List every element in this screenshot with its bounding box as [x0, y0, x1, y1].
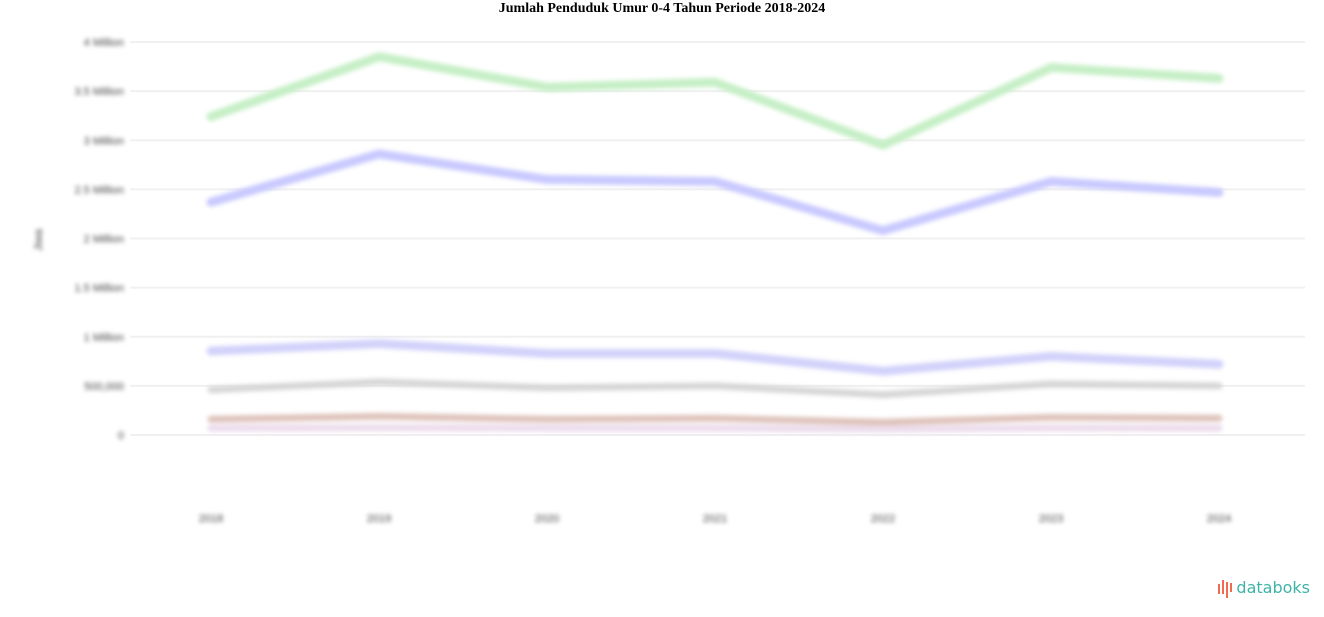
series-line-3	[206, 339, 1224, 376]
logo-mark-icon	[1218, 579, 1233, 598]
y-tick-label: 4 Million	[84, 37, 124, 49]
y-tick-label: 3.5 Million	[74, 86, 124, 98]
x-tick-label: 2024	[1207, 513, 1231, 525]
y-tick-label: 0	[118, 430, 124, 442]
series-lines	[206, 52, 1224, 433]
gridlines	[130, 41, 1305, 436]
y-tick-label: 1 Million	[84, 332, 124, 344]
y-tick-label: 500,000	[84, 381, 124, 393]
chart-title: Jumlah Penduduk Umur 0-4 Tahun Periode 2…	[498, 1, 826, 16]
series-line-1	[206, 52, 1224, 150]
y-tick-label: 2 Million	[84, 234, 124, 246]
series-line-4	[207, 378, 1223, 399]
x-tick-label: 2019	[367, 513, 391, 525]
logo-text: databoks	[1236, 578, 1310, 597]
y-tick-label: 3 Million	[84, 135, 124, 147]
series-line-6	[207, 424, 1223, 433]
x-tick-label: 2018	[199, 513, 223, 525]
y-axis-ticks: 0 500,000 1 Million 1.5 Million 2 Million 2.5…	[74, 37, 124, 442]
x-axis-ticks: 2018 2019 2020 2021 2022 2023 2024	[199, 513, 1231, 525]
series-line-2	[206, 149, 1224, 236]
x-tick-label: 2021	[703, 513, 727, 525]
x-tick-label: 2022	[871, 513, 895, 525]
y-axis-label: Jiwa	[33, 228, 45, 251]
series-line-5	[207, 412, 1223, 426]
x-tick-label: 2023	[1039, 513, 1063, 525]
y-tick-label: 2.5 Million	[74, 184, 124, 196]
databoks-logo: databoks	[1218, 578, 1310, 598]
y-tick-label: 1.5 Million	[74, 283, 124, 295]
x-tick-label: 2020	[535, 513, 559, 525]
